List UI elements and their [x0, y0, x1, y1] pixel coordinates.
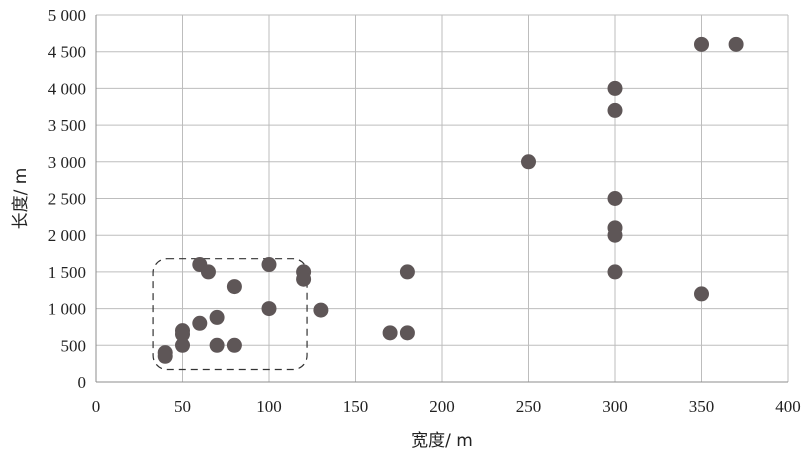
data-point	[694, 286, 709, 302]
y-tick-label: 1 500	[48, 263, 86, 282]
y-tick-label: 4 500	[48, 43, 86, 62]
data-point	[607, 227, 623, 243]
tick-labels: 0 50 100 150 200 250 300 350 400 0 500 1 000 1 500 2 …	[48, 6, 801, 416]
y-axis-title: 长度/ m	[11, 168, 31, 230]
data-point	[175, 337, 190, 353]
data-point	[226, 337, 242, 353]
data-point	[226, 279, 242, 295]
y-tick-label: 0	[78, 373, 87, 392]
data-points	[157, 36, 744, 364]
dashed-highlight-box	[152, 258, 308, 371]
data-point	[209, 309, 225, 325]
y-tick-label: 500	[61, 336, 87, 355]
data-point	[296, 271, 312, 287]
data-point	[607, 191, 623, 206]
x-tick-label: 200	[429, 397, 455, 416]
data-point	[728, 36, 744, 52]
data-point	[607, 102, 623, 118]
data-point	[313, 302, 329, 318]
x-tick-label: 400	[775, 397, 801, 416]
data-point	[399, 264, 415, 280]
data-point	[607, 264, 623, 280]
annotations	[152, 258, 308, 371]
data-point	[399, 325, 415, 341]
data-point	[382, 325, 398, 341]
y-tick-label: 3 000	[48, 153, 86, 172]
y-tick-label: 3 500	[48, 116, 86, 135]
data-point	[157, 348, 173, 364]
x-tick-label: 350	[689, 397, 715, 416]
y-tick-label: 1 000	[48, 300, 86, 319]
data-point	[261, 257, 277, 273]
data-point	[607, 80, 623, 96]
data-point	[521, 154, 536, 170]
x-tick-label: 300	[602, 397, 628, 416]
x-tick-label: 0	[92, 397, 101, 416]
data-point	[694, 36, 709, 52]
x-axis-title: 宽度/ m	[411, 431, 473, 451]
axes	[95, 15, 788, 383]
y-tick-label: 4 000	[48, 79, 86, 98]
y-tick-label: 2 500	[48, 190, 86, 209]
x-tick-label: 50	[174, 397, 191, 416]
data-point	[192, 315, 208, 331]
data-point	[200, 264, 216, 280]
y-tick-label: 2 000	[48, 226, 86, 245]
data-point	[175, 326, 190, 342]
y-tick-label: 5 000	[48, 6, 86, 25]
data-point	[209, 337, 225, 353]
x-tick-label: 100	[256, 397, 282, 416]
x-tick-label: 150	[343, 397, 369, 416]
x-tick-label: 250	[516, 397, 542, 416]
data-point	[261, 301, 277, 317]
